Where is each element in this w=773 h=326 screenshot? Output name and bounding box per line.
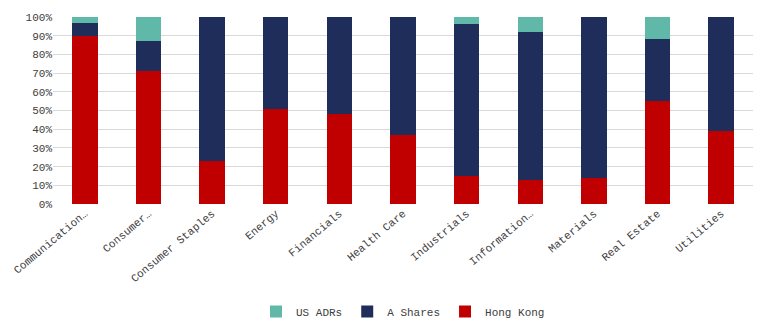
- svg-text:10%: 10%: [32, 180, 52, 192]
- svg-text:Materials: Materials: [546, 208, 599, 255]
- svg-text:60%: 60%: [32, 87, 52, 99]
- svg-text:Real Estate: Real Estate: [600, 208, 663, 264]
- svg-text:Consumer…: Consumer…: [101, 208, 154, 255]
- svg-text:50%: 50%: [32, 105, 52, 117]
- svg-text:Hong Kong: Hong Kong: [485, 307, 544, 319]
- svg-text:Information…: Information…: [467, 208, 535, 268]
- svg-text:100%: 100%: [26, 12, 53, 24]
- svg-text:40%: 40%: [32, 124, 52, 136]
- svg-text:30%: 30%: [32, 143, 52, 155]
- svg-text:A Shares: A Shares: [387, 307, 440, 319]
- svg-text:20%: 20%: [32, 162, 52, 174]
- svg-text:Consumer Staples: Consumer Staples: [129, 208, 218, 285]
- svg-text:80%: 80%: [32, 49, 52, 61]
- svg-text:US ADRs: US ADRs: [296, 307, 342, 319]
- svg-text:Health Care: Health Care: [345, 208, 408, 264]
- svg-text:0%: 0%: [39, 199, 53, 211]
- svg-text:Energy: Energy: [243, 208, 281, 243]
- svg-text:Industrials: Industrials: [409, 208, 472, 264]
- svg-text:Communication…: Communication…: [12, 208, 91, 277]
- svg-text:70%: 70%: [32, 68, 52, 80]
- svg-text:Utilities: Utilities: [673, 208, 726, 255]
- svg-text:90%: 90%: [32, 31, 52, 43]
- svg-text:Financials: Financials: [287, 208, 345, 260]
